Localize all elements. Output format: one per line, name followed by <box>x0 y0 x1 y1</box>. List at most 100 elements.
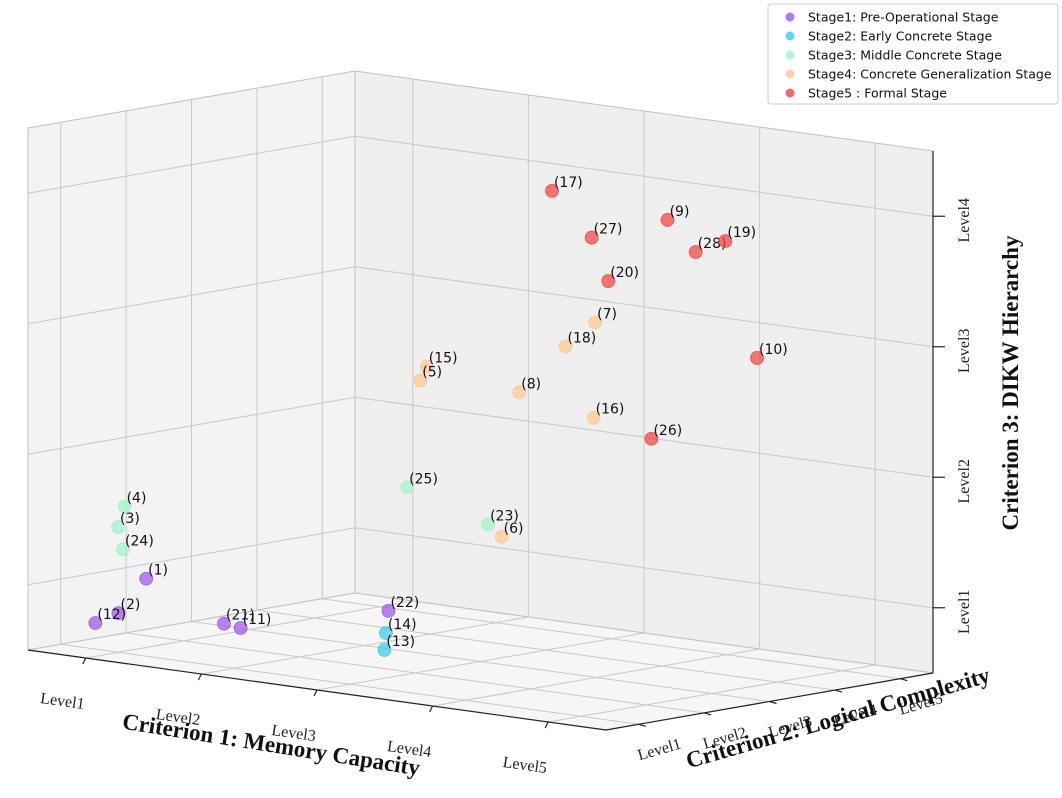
data-point-label: (2) <box>121 597 141 613</box>
data-point <box>111 520 125 534</box>
data-point <box>139 571 154 586</box>
data-point <box>750 351 764 365</box>
series-1: (1) (2)(12) (21)(11) (22) <box>88 563 419 635</box>
z-grid-left <box>27 135 356 194</box>
y-grid-floor <box>60 643 639 725</box>
data-point <box>494 529 509 544</box>
data-point <box>400 480 415 495</box>
legend: Stage1: Pre-Operational Stage Stage2: Ear… <box>767 3 1059 105</box>
data-point-label: (1) <box>148 563 168 579</box>
y-tick-label: Level1 <box>636 736 683 765</box>
data-point <box>601 274 616 288</box>
data-point-label: (5) <box>422 365 442 381</box>
z-grid-left <box>27 266 356 325</box>
data-point <box>117 499 132 514</box>
data-point-label: (14) <box>388 617 417 633</box>
legend-marker <box>785 12 795 22</box>
x-tick-mark <box>197 673 202 681</box>
legend-entry: Stage5 : Formal Stage <box>808 86 947 101</box>
data-point <box>688 245 703 259</box>
series-2: (14)(13) <box>377 617 417 657</box>
data-point-label: (8) <box>521 376 541 392</box>
x-axis-title: Criterion 1: Memory Capacity <box>121 709 423 781</box>
legend-marker <box>785 88 795 98</box>
z-grid-back <box>354 266 934 348</box>
data-point <box>111 606 126 621</box>
data-point <box>233 621 248 635</box>
data-point <box>88 616 103 630</box>
z-grid-back <box>354 396 934 478</box>
data-point <box>558 339 573 354</box>
x-tick-mark <box>429 705 434 713</box>
x-tick-label: Level5 <box>502 754 548 777</box>
z-grid-back <box>354 527 934 609</box>
data-point <box>377 643 392 657</box>
y-tick-mark <box>703 712 712 716</box>
data-point <box>718 234 733 248</box>
y-grid-floor <box>322 598 901 680</box>
axis-lines <box>27 151 945 731</box>
legend-marker <box>785 69 795 79</box>
data-point <box>413 373 428 388</box>
data-point-label: (19) <box>727 225 756 241</box>
x-tick-label: Level2 <box>155 706 201 729</box>
data-point-label: (7) <box>597 306 617 322</box>
data-point-label: (3) <box>120 511 140 527</box>
data-point-label: (26) <box>653 423 682 439</box>
z-grid-left <box>27 527 356 586</box>
y-tick-mark <box>834 689 843 693</box>
data-point-label: (13) <box>386 634 415 650</box>
data-point-label: (12) <box>97 607 126 623</box>
data-point <box>660 213 675 227</box>
x-tick-label: Level4 <box>386 738 432 761</box>
z-axis-title: Criterion 3: DIKW Hierarchy <box>998 235 1023 530</box>
z-tick-label: Level1 <box>956 590 973 634</box>
y-grid-floor <box>126 632 705 714</box>
legend-entry: Stage2: Early Concrete Stage <box>808 29 993 44</box>
legend-marker <box>785 50 795 60</box>
series-5: (17)(27)(9)(28)(19)(20)(10)(26) <box>545 175 788 446</box>
y-grid-floor <box>191 621 770 702</box>
z-tick-label: Level3 <box>956 329 973 373</box>
z-tick-label: Level4 <box>956 198 973 242</box>
data-points: (1) (2)(12) (21)(11) (22) (14)(13) (4) (3) (24)… <box>88 175 788 657</box>
data-point-label: (18) <box>568 331 597 347</box>
data-point <box>644 431 659 446</box>
x-tick-mark <box>82 657 87 665</box>
data-point <box>419 359 434 374</box>
x-tick-mark <box>544 721 549 729</box>
x-tick-label: Level3 <box>270 722 316 745</box>
data-point-label: (9) <box>670 204 690 220</box>
data-point <box>116 542 130 557</box>
z-tick-label: Level2 <box>956 459 973 503</box>
data-point-label: (21) <box>226 608 255 624</box>
legend-entry: Stage4: Concrete Generalization Stage <box>808 67 1052 82</box>
z-grid-left <box>27 396 356 455</box>
z-grid-back <box>354 135 934 217</box>
data-point-label: (27) <box>594 222 623 238</box>
data-point <box>586 410 601 425</box>
data-point <box>584 230 599 245</box>
legend-entry: Stage1: Pre-Operational Stage <box>808 10 999 25</box>
data-point-label: (22) <box>390 595 419 611</box>
data-point-label: (11) <box>243 612 272 628</box>
data-point <box>512 385 527 400</box>
legend-marker <box>785 31 795 41</box>
data-point-label: (10) <box>759 342 788 358</box>
legend-entry: Stage3: Middle Concrete Stage <box>808 48 1002 63</box>
data-point <box>545 183 559 198</box>
data-point <box>217 616 231 631</box>
data-point-label: (23) <box>490 509 519 525</box>
data-point-label: (6) <box>504 521 524 537</box>
data-point-label: (4) <box>127 490 147 506</box>
x-tick-mark <box>313 689 318 697</box>
series-4: (15)(5) (8) (6) (7)(18) (16) <box>413 306 624 544</box>
data-point <box>378 626 393 640</box>
data-point <box>381 603 396 618</box>
data-point <box>481 517 496 532</box>
data-point-label: (24) <box>125 533 154 549</box>
data-point-label: (17) <box>554 175 583 191</box>
data-point <box>588 315 603 330</box>
y-tick-mark <box>638 723 646 727</box>
